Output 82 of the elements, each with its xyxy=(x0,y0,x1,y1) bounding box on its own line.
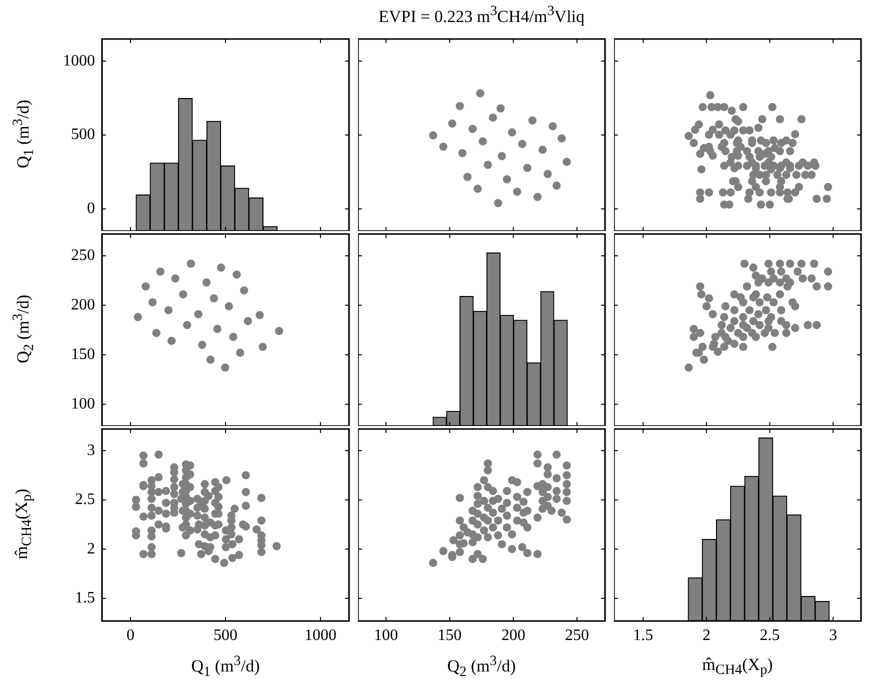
point xyxy=(533,192,542,202)
point xyxy=(498,152,506,160)
y-tick-label: 200 xyxy=(71,296,95,314)
x-tick-label: 0 xyxy=(126,627,134,644)
point xyxy=(167,336,176,345)
point xyxy=(152,328,160,338)
x-axis-title: Q$_{2}$ (m$^{3}$/d) xyxy=(447,652,516,682)
point xyxy=(458,149,466,158)
x-axis-title: Q$_{1}$ (m$^{3}$/d) xyxy=(191,652,260,682)
x-tick-label: 150 xyxy=(438,627,462,644)
point xyxy=(439,142,448,151)
point xyxy=(198,340,206,349)
point xyxy=(538,146,547,154)
point xyxy=(217,264,226,272)
point xyxy=(484,160,492,169)
point xyxy=(494,198,502,208)
y-tick-label: 150 xyxy=(71,346,95,363)
point xyxy=(244,316,252,326)
y-tick-label: 500 xyxy=(71,126,95,144)
point xyxy=(502,175,512,184)
point xyxy=(164,306,173,314)
point xyxy=(236,348,244,357)
x-tick-label: 250 xyxy=(564,627,589,644)
point xyxy=(474,184,482,193)
point xyxy=(274,326,284,336)
point xyxy=(468,124,477,134)
x-tick-label: 100 xyxy=(374,627,398,644)
point xyxy=(186,260,196,268)
point xyxy=(213,324,222,334)
x-tick-label: 1.5 xyxy=(633,627,654,644)
point xyxy=(488,113,498,122)
y-tick-label: 1.5 xyxy=(75,590,95,607)
point xyxy=(179,290,188,298)
point xyxy=(229,332,238,342)
point xyxy=(508,128,516,136)
point xyxy=(206,356,215,364)
point xyxy=(429,131,438,140)
x-tick-label: 500 xyxy=(214,627,238,644)
point xyxy=(548,122,557,130)
point xyxy=(221,364,230,372)
x-tick-label: 1000 xyxy=(304,627,336,644)
y-tick-label: 250 xyxy=(71,246,95,264)
chart-title: EVPI = 0.223 m$^{3}$CH4/m$^{3}$Vliq xyxy=(378,3,585,27)
point xyxy=(562,158,571,166)
point xyxy=(476,89,484,98)
y-tick-label: 100 xyxy=(71,395,95,412)
point xyxy=(478,137,487,146)
point xyxy=(463,172,472,182)
y-tick-label: 2 xyxy=(87,540,95,558)
x-tick-label: 2.5 xyxy=(760,627,780,644)
point xyxy=(256,311,264,320)
point xyxy=(544,170,552,178)
point xyxy=(134,313,142,322)
x-tick-label: 3 xyxy=(829,627,838,644)
point xyxy=(171,274,180,283)
point xyxy=(142,282,150,291)
point xyxy=(513,188,522,196)
point xyxy=(558,134,566,142)
point xyxy=(496,104,505,113)
y-tick-label: 2.5 xyxy=(75,491,95,508)
y-tick-label: 3 xyxy=(87,442,95,459)
y-tick-label: 0 xyxy=(87,200,95,218)
point xyxy=(232,270,241,279)
point xyxy=(156,268,164,276)
x-tick-label: 2 xyxy=(702,627,710,644)
point xyxy=(528,116,537,125)
x-axis-title: m̂$_{CH4}$(X$_{p}$) xyxy=(702,654,773,680)
point xyxy=(258,342,267,351)
point xyxy=(518,140,526,148)
x-tick-label: 200 xyxy=(501,627,526,644)
point xyxy=(210,294,218,302)
point xyxy=(183,320,192,330)
point xyxy=(202,278,211,287)
point xyxy=(456,102,464,110)
point xyxy=(224,302,234,310)
y-tick-label: 1000 xyxy=(63,52,95,70)
point xyxy=(240,286,248,295)
point xyxy=(448,120,456,128)
point xyxy=(552,182,561,190)
point xyxy=(148,298,157,306)
point xyxy=(194,310,202,318)
point xyxy=(523,164,532,172)
